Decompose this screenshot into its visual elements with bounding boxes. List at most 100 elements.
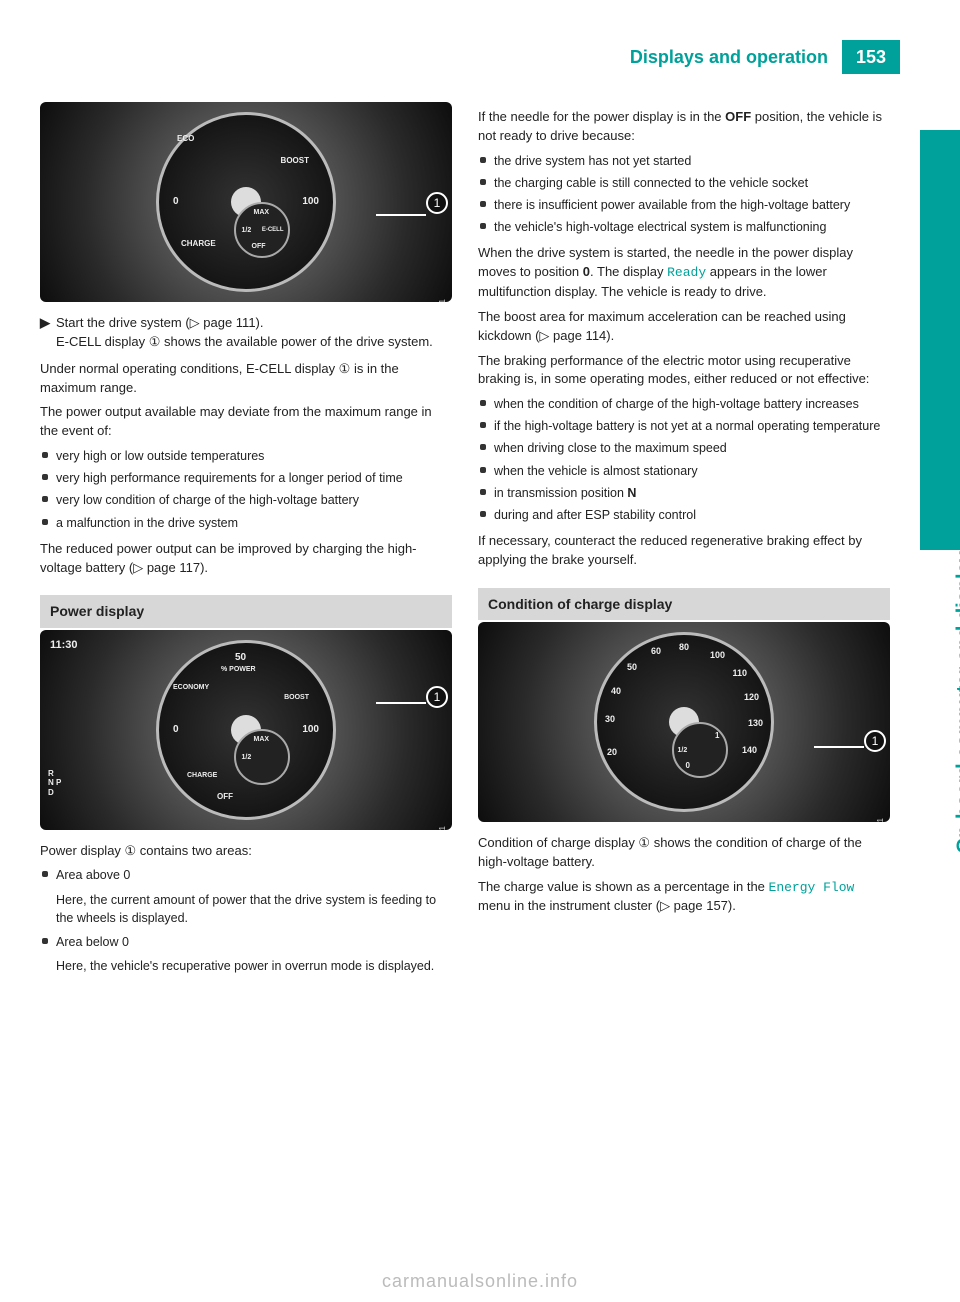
speed-20: 20 [607,746,617,759]
list-item: when the condition of charge of the high… [478,395,890,413]
list-item: very low condition of charge of the high… [40,491,452,509]
list-item: the drive system has not yet started [478,152,890,170]
list-not-ready-reasons: the drive system has not yet started the… [478,152,890,237]
list-item: when the vehicle is almost stationary [478,462,890,480]
gauge-small-charge: 1 1/2 0 [672,722,728,778]
charge-one: 1 [715,730,719,742]
figure-code: P54.33-3915-31 [436,298,448,302]
speed-60: 60 [651,645,661,658]
para-charge-shows: Condition of charge display ① shows the … [478,834,890,872]
list-areas: Area above 0 Here, the current amount of… [40,866,452,975]
step-start-drive: ▶ Start the drive system (▷ page 111). E… [40,314,452,352]
speed-120: 120 [744,691,759,704]
list-item: during and after ESP stability control [478,506,890,524]
list-item: the vehicle's high-voltage electrical sy… [478,218,890,236]
gear-indicator: RN PD [48,769,61,798]
charge-half: 1/2 [678,746,688,756]
side-tab [920,130,960,550]
speed-30: 30 [605,713,615,726]
para-two-areas: Power display ① contains two areas: [40,842,452,861]
bold-off: OFF [725,109,751,124]
speed-40: 40 [611,685,621,698]
area-below-label: Area below 0 [56,935,129,949]
gauge-small-ecell: MAX 1/2 [234,729,290,785]
gauge-small-max: MAX [254,208,270,218]
area-below-text: Here, the vehicle's recuperative power i… [56,957,452,975]
speed-50: 50 [627,661,637,674]
gauge-label-boost: BOOST [284,693,309,703]
right-column: If the needle for the power display is i… [478,102,890,983]
para-counteract: If necessary, counteract the reduced reg… [478,532,890,570]
figure-code: P54.10-4042-31 [436,826,448,830]
speed-80: 80 [679,641,689,654]
gauge-label-hundred: 100 [302,723,319,738]
gauge-small-half: 1/2 [242,753,252,763]
para-normal-conditions: Under normal operating conditions, E-CEL… [40,360,452,398]
heading-power-display: Power display [40,595,452,627]
step-text-b: E-CELL display ① shows the available pow… [56,334,433,349]
heading-charge-display: Condition of charge display [478,588,890,620]
gauge-small-ecell: MAX 1/2 E-CELL OFF [234,202,290,258]
gauge-dial-speed: 20 30 40 50 60 80 100 110 120 130 140 1 … [594,632,774,812]
gauge-label-charge: CHARGE [187,771,217,781]
page-header: Displays and operation 153 [40,40,960,74]
list-item: Area below 0 Here, the vehicle's recuper… [40,933,452,975]
para-deviate-intro: The power output available may deviate f… [40,403,452,441]
callout-line [814,746,864,748]
energy-flow-label: Energy Flow [769,880,855,895]
list-deviate-reasons: very high or low outside temperatures ve… [40,447,452,532]
ready-label: Ready [667,265,706,280]
step-text-a: Start the drive system (▷ page 111). [56,315,264,330]
area-above-label: Area above 0 [56,868,130,882]
para-off-position: If the needle for the power display is i… [478,108,890,146]
list-braking-conditions: when the condition of charge of the high… [478,395,890,524]
callout-marker: 1 [426,192,448,214]
figure-power-display: 11:30 0 50 100 % POWER ECONOMY BOOST CHA… [40,630,452,830]
list-item: when driving close to the maximum speed [478,439,890,457]
side-section-label: On-board computer and displays [950,540,960,853]
watermark: carmanualsonline.info [382,1268,578,1294]
list-item: in transmission position N [478,484,890,502]
gauge-small-off: OFF [252,242,266,252]
list-item: Area above 0 Here, the current amount of… [40,866,452,926]
para-drive-started: When the drive system is started, the ne… [478,244,890,302]
page-number: 153 [842,40,900,74]
speed-130: 130 [748,717,763,730]
callout-line [376,702,426,704]
gauge-label-economy: ECONOMY [173,683,209,693]
callout-marker: 1 [864,730,886,752]
para-boost-kickdown: The boost area for maximum acceleration … [478,308,890,346]
list-item: very high or low outside temperatures [40,447,452,465]
left-column: 0 100 ECO BOOST CHARGE MAX 1/2 E-CELL OF… [40,102,452,983]
figure-code: P54.10-4046-31 [874,818,886,822]
list-item: the charging cable is still connected to… [478,174,890,192]
list-item: if the high-voltage battery is not yet a… [478,417,890,435]
figure-ecell-gauge: 0 100 ECO BOOST CHARGE MAX 1/2 E-CELL OF… [40,102,452,302]
step-arrow-icon: ▶ [40,314,56,352]
gauge-dial: 0 100 ECO BOOST CHARGE MAX 1/2 E-CELL OF… [156,112,336,292]
gauge-label-zero: 0 [173,723,179,738]
speed-110: 110 [732,667,747,680]
charge-zero: 0 [686,760,690,772]
list-item: very high performance requirements for a… [40,469,452,487]
figure-charge-display: 20 30 40 50 60 80 100 110 120 130 140 1 … [478,622,890,822]
header-title: Displays and operation [620,40,838,74]
gauge-label-power: % POWER [221,665,256,675]
para-braking-performance: The braking performance of the electric … [478,352,890,390]
gauge-small-ecell-label: E-CELL [262,226,284,235]
para-energy-flow: The charge value is shown as a percentag… [478,878,890,917]
clock-time: 11:30 [50,638,78,654]
callout-line [376,214,426,216]
gauge-small-max: MAX [254,735,270,745]
gauge-label-eco: ECO [177,133,194,145]
bold-zero: 0 [583,264,590,279]
area-above-text: Here, the current amount of power that t… [56,891,452,927]
list-item: there is insufficient power available fr… [478,196,890,214]
gauge-small-half: 1/2 [242,226,252,236]
gauge-label-off: OFF [217,791,233,803]
gauge-label-hundred: 100 [302,195,319,210]
callout-marker: 1 [426,686,448,708]
para-reduced-power: The reduced power output can be improved… [40,540,452,578]
gauge-label-fifty: 50 [235,651,246,666]
gauge-label-boost: BOOST [281,155,309,167]
